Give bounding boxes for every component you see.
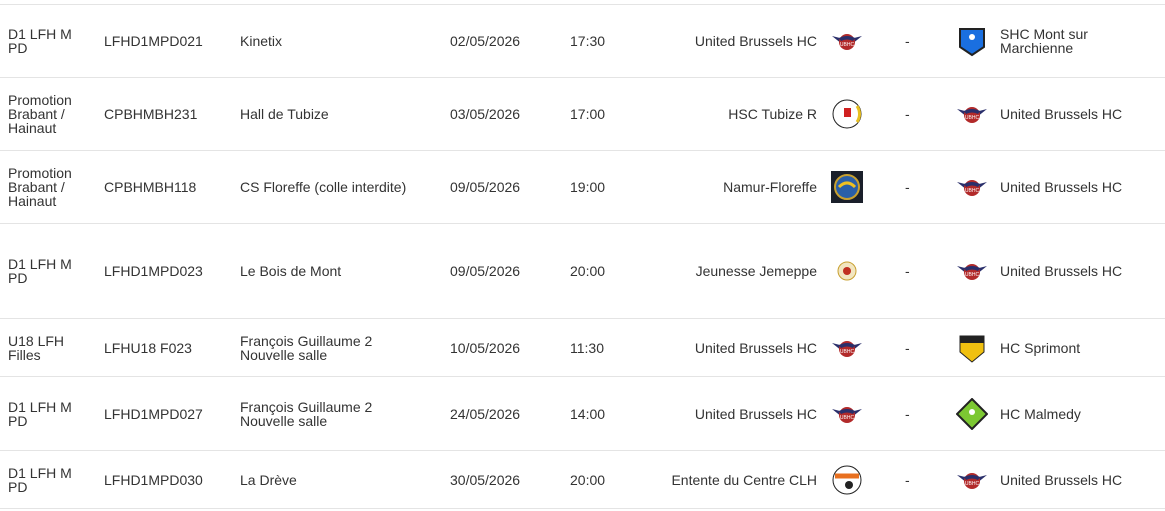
home-team[interactable]: Namur-Floreffe xyxy=(723,179,817,195)
matches-table: D1 LFH M PD LFHD1MPD021 Kinetix 02/05/20… xyxy=(0,4,1165,509)
venue: Kinetix xyxy=(240,33,283,49)
home-team[interactable]: Entente du Centre CLH xyxy=(671,471,817,488)
match-time: 19:00 xyxy=(570,179,606,195)
match-date: 09/05/2026 xyxy=(450,263,521,279)
table-row[interactable]: D1 LFH M PD LFHD1MPD030 La Drève 30/05/2… xyxy=(0,451,1165,509)
venue: La Drève xyxy=(240,471,297,488)
match-time: 17:30 xyxy=(570,33,606,49)
home-team-logo-icon: UBHC xyxy=(831,332,863,364)
table-row[interactable]: Promotion Brabant / Hainaut CPBHMBH231 H… xyxy=(0,78,1165,151)
score: - xyxy=(905,263,910,279)
match-code: LFHU18 F023 xyxy=(104,339,192,356)
match-time: 14:00 xyxy=(570,405,606,422)
score: - xyxy=(905,33,910,49)
home-team[interactable]: United Brussels HC xyxy=(694,33,817,49)
match-code: CPBHMBH118 xyxy=(104,179,197,195)
home-team[interactable]: United Brussels HC xyxy=(694,339,817,356)
table-row[interactable]: U18 LFH Filles LFHU18 F023 François Guil… xyxy=(0,319,1165,377)
away-team[interactable]: United Brussels HC xyxy=(1000,106,1123,122)
svg-text:UBHC: UBHC xyxy=(965,188,980,194)
home-team-logo-icon xyxy=(831,255,863,287)
away-team-logo-icon xyxy=(956,332,988,364)
match-date: 02/05/2026 xyxy=(450,33,521,49)
away-team[interactable]: SHC Mont sur Marchienne xyxy=(1000,26,1088,56)
score: - xyxy=(905,471,910,488)
svg-text:UBHC: UBHC xyxy=(965,481,980,487)
away-team-logo-icon xyxy=(956,397,988,430)
match-time: 11:30 xyxy=(570,339,604,356)
svg-text:UBHC: UBHC xyxy=(840,42,855,48)
home-team[interactable]: United Brussels HC xyxy=(694,405,817,422)
score: - xyxy=(905,179,910,195)
competition: D1 LFH M PD xyxy=(8,26,72,56)
score: - xyxy=(905,405,910,422)
match-code: LFHD1MPD027 xyxy=(104,405,203,422)
home-team-logo-icon: UBHC xyxy=(831,25,863,57)
match-time: 17:00 xyxy=(570,106,606,122)
home-team-logo-icon xyxy=(831,98,863,130)
away-team-logo-icon: UBHC xyxy=(956,464,988,496)
svg-text:UBHC: UBHC xyxy=(840,415,855,421)
venue: Hall de Tubize xyxy=(240,106,329,122)
home-team-logo-icon: UBHC xyxy=(831,398,863,430)
venue: François Guillaume 2 Nouvelle salle xyxy=(240,398,373,429)
score: - xyxy=(905,339,910,356)
match-date: 30/05/2026 xyxy=(450,471,521,488)
svg-text:UBHC: UBHC xyxy=(840,349,855,355)
home-team[interactable]: HSC Tubize R xyxy=(728,106,817,122)
match-code: LFHD1MPD023 xyxy=(104,263,203,279)
match-code: LFHD1MPD030 xyxy=(104,471,203,488)
match-time: 20:00 xyxy=(570,263,606,279)
table-row[interactable]: D1 LFH M PD LFHD1MPD021 Kinetix 02/05/20… xyxy=(0,5,1165,78)
match-date: 09/05/2026 xyxy=(450,179,521,195)
away-team[interactable]: United Brussels HC xyxy=(1000,179,1123,195)
match-code: CPBHMBH231 xyxy=(104,106,198,122)
home-team[interactable]: Jeunesse Jemeppe xyxy=(695,263,817,279)
away-team-logo-icon: UBHC xyxy=(956,98,988,130)
venue: CS Floreffe (colle interdite) xyxy=(240,179,407,195)
table-row[interactable]: D1 LFH M PD LFHD1MPD023 Le Bois de Mont … xyxy=(0,224,1165,319)
home-team-logo-icon xyxy=(831,464,863,496)
competition: D1 LFH M PD xyxy=(8,464,72,495)
match-time: 20:00 xyxy=(570,471,606,488)
score: - xyxy=(905,106,910,122)
table-row[interactable]: D1 LFH M PD LFHD1MPD027 François Guillau… xyxy=(0,377,1165,451)
competition: Promotion Brabant / Hainaut xyxy=(8,165,72,209)
away-team[interactable]: HC Malmedy xyxy=(1000,405,1081,422)
svg-text:UBHC: UBHC xyxy=(965,115,980,121)
competition: Promotion Brabant / Hainaut xyxy=(8,92,72,136)
away-team[interactable]: United Brussels HC xyxy=(1000,471,1123,488)
venue: Le Bois de Mont xyxy=(240,263,342,279)
match-code: LFHD1MPD021 xyxy=(104,33,203,49)
table-row[interactable]: Promotion Brabant / Hainaut CPBHMBH118 C… xyxy=(0,151,1165,224)
home-team-logo-icon xyxy=(831,171,863,203)
competition: U18 LFH Filles xyxy=(8,332,65,363)
match-date: 10/05/2026 xyxy=(450,339,521,356)
away-team-logo-icon: UBHC xyxy=(956,171,988,203)
match-date: 03/05/2026 xyxy=(450,106,521,122)
svg-text:UBHC: UBHC xyxy=(965,272,980,278)
away-team[interactable]: HC Sprimont xyxy=(1000,339,1081,356)
competition: D1 LFH M PD xyxy=(8,398,72,429)
away-team[interactable]: United Brussels HC xyxy=(1000,263,1123,279)
away-team-logo-icon: UBHC xyxy=(956,255,988,287)
venue: François Guillaume 2 Nouvelle salle xyxy=(240,332,373,363)
competition: D1 LFH M PD xyxy=(8,256,72,286)
away-team-logo-icon xyxy=(956,25,988,57)
match-date: 24/05/2026 xyxy=(450,405,521,422)
